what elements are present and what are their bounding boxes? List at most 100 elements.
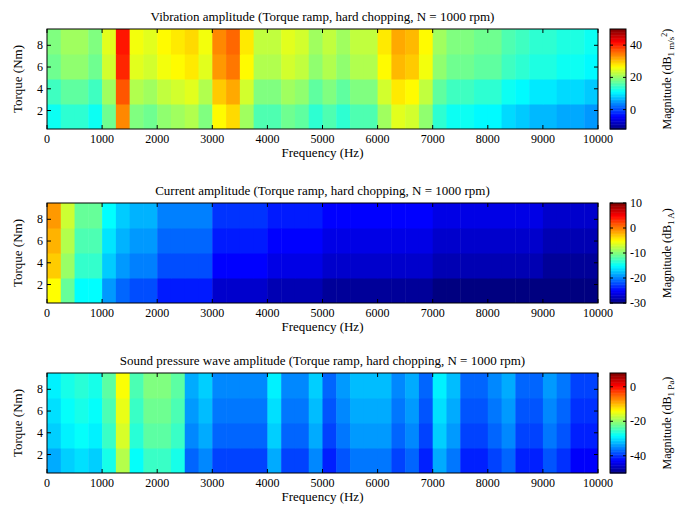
cell [584, 253, 598, 279]
x-tick [212, 373, 213, 377]
cell [75, 29, 89, 55]
cell [378, 253, 392, 279]
cell [446, 203, 460, 229]
cell [143, 79, 157, 105]
x-tick [487, 125, 488, 129]
y-tick-label: 6 [37, 60, 43, 74]
cell [543, 228, 557, 254]
cell [267, 253, 281, 279]
x-tick [322, 29, 323, 33]
cell [570, 373, 584, 399]
x-tick [432, 299, 433, 303]
cell [281, 29, 295, 55]
cell [570, 203, 584, 229]
cell [102, 398, 116, 424]
cell [61, 423, 75, 449]
cell [543, 253, 557, 279]
cell [502, 54, 516, 80]
cell [557, 398, 571, 424]
cell [185, 278, 199, 303]
x-tick [102, 29, 103, 33]
cell [157, 79, 171, 105]
cell [391, 278, 405, 303]
cell [267, 29, 281, 55]
cell [323, 79, 337, 105]
x-tick [267, 299, 268, 303]
cell [529, 79, 543, 105]
cell [433, 104, 447, 129]
cell [226, 373, 240, 399]
cell [171, 398, 185, 424]
x-tick [267, 125, 268, 129]
cell [295, 79, 309, 105]
colorbar-title-main: Magnitude (dB [660, 225, 674, 298]
cell [199, 423, 213, 449]
colorbar-title-end: ) [660, 208, 674, 212]
cell [488, 228, 502, 254]
cell [199, 278, 213, 303]
x-tick [432, 469, 433, 473]
cell [47, 423, 61, 449]
cell [295, 373, 309, 399]
cell [199, 373, 213, 399]
cell [405, 104, 419, 129]
cell [336, 29, 350, 55]
colorbar-title-end: ) [660, 29, 674, 33]
cell [446, 253, 460, 279]
x-tick [598, 373, 599, 377]
cell [419, 79, 433, 105]
cell [171, 448, 185, 473]
cell [557, 29, 571, 55]
cell [240, 278, 254, 303]
y-tick-label: 4 [37, 256, 43, 270]
cell [405, 79, 419, 105]
colorbar-tick-label: 10 [630, 196, 642, 210]
colorbar-tick [610, 77, 613, 78]
cell [226, 278, 240, 303]
colorbar-title-sub: 1 A [666, 212, 676, 225]
colorbar-tick-label: 40 [630, 38, 642, 52]
cell [515, 228, 529, 254]
cell [378, 228, 392, 254]
x-tick [47, 299, 48, 303]
cell [323, 398, 337, 424]
cell [295, 253, 309, 279]
y-tick-label: 4 [37, 82, 43, 96]
colorbar-tick [610, 386, 613, 387]
cell [391, 104, 405, 129]
plot-frame [47, 373, 598, 473]
x-tick-label: 3000 [200, 476, 224, 490]
colorbar: 02040Magnitude (dB1 m/s2) [610, 29, 676, 130]
x-tick-label: 3000 [200, 132, 224, 146]
cell [171, 29, 185, 55]
colorbar-title-main: Magnitude (dB [660, 56, 674, 129]
cell [557, 79, 571, 105]
cell [336, 398, 350, 424]
cell [102, 423, 116, 449]
cell [446, 228, 460, 254]
cell [391, 398, 405, 424]
cell [336, 253, 350, 279]
cell [309, 79, 323, 105]
cell [88, 398, 102, 424]
cell [226, 29, 240, 55]
cell [254, 253, 268, 279]
x-tick-label: 0 [44, 306, 50, 320]
cell [88, 54, 102, 80]
cell [47, 253, 61, 279]
cell [515, 253, 529, 279]
title: Current amplitude (Torque ramp, hard cho… [155, 183, 490, 198]
cell [130, 448, 144, 473]
cell [309, 203, 323, 229]
cell [529, 203, 543, 229]
cell [130, 29, 144, 55]
cell [584, 29, 598, 55]
colorbar-tick [623, 386, 626, 387]
cell [226, 448, 240, 473]
cell [281, 373, 295, 399]
cell [391, 373, 405, 399]
cell [446, 54, 460, 80]
cell [130, 278, 144, 303]
cell [116, 423, 130, 449]
x-tick-label: 1000 [90, 476, 114, 490]
